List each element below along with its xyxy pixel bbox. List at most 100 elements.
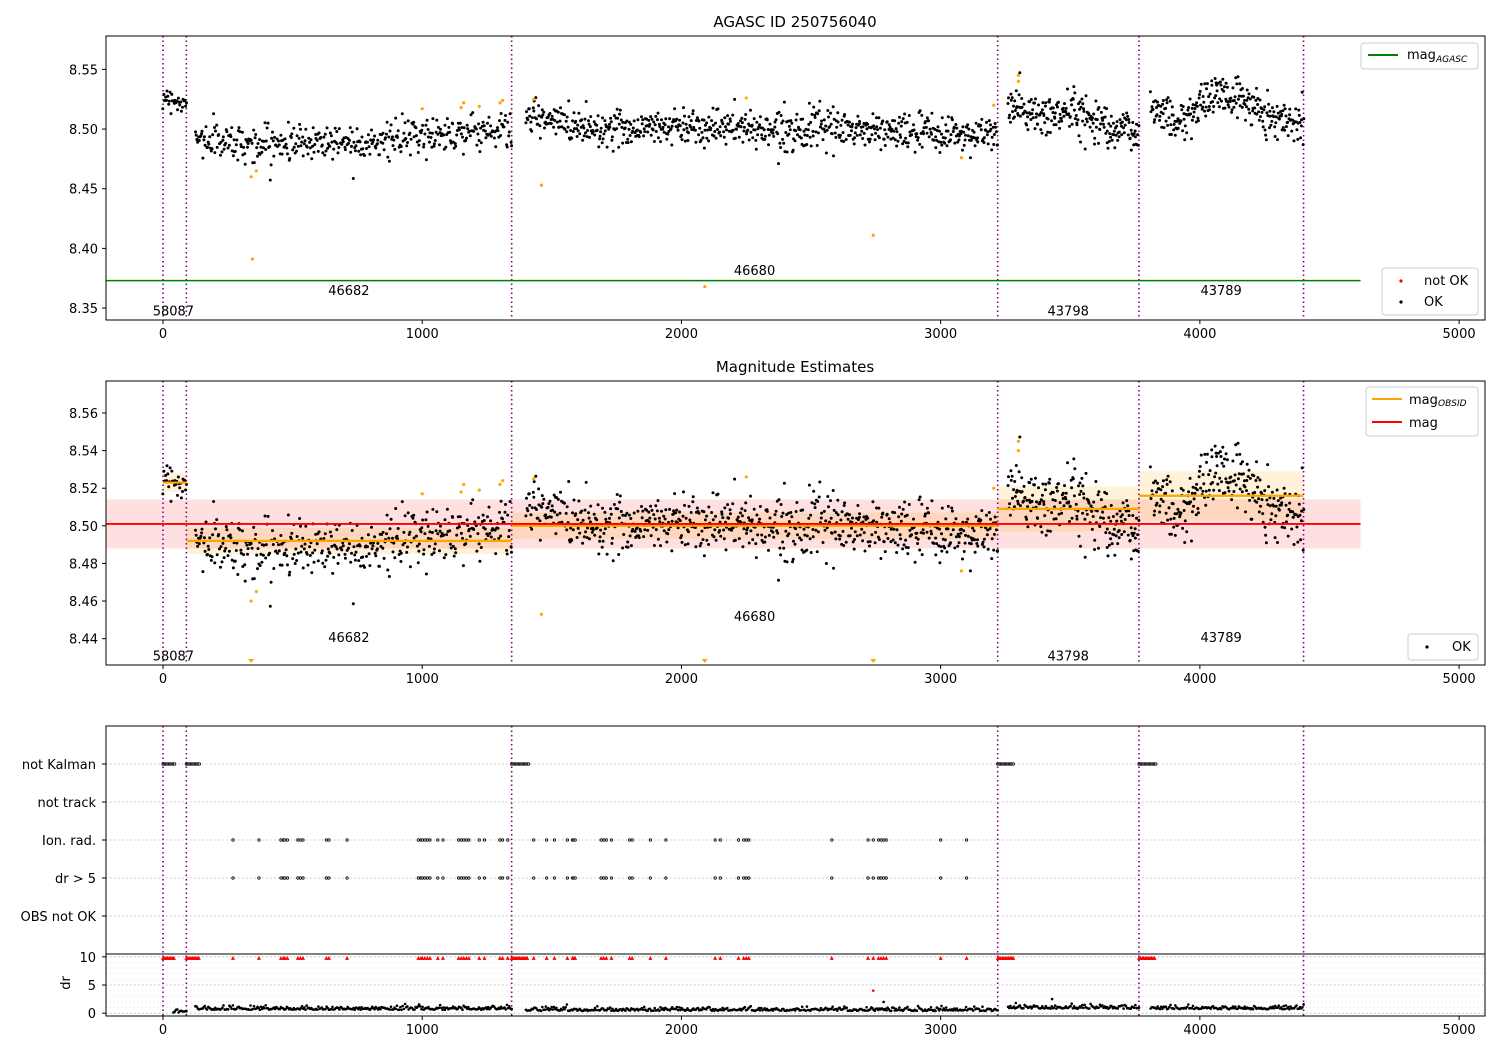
ok-point (1131, 514, 1135, 517)
x-tick-label: 4000 (1183, 1023, 1216, 1038)
ok-point (1230, 110, 1234, 114)
ok-point (262, 139, 266, 143)
ok-point (754, 138, 758, 142)
ok-point (1136, 143, 1140, 147)
ok-point (382, 556, 386, 560)
ok-point (919, 131, 923, 135)
ok-point (1166, 518, 1170, 522)
ok-point (465, 136, 468, 140)
ok-point (424, 123, 428, 127)
ok-point (1227, 489, 1231, 493)
ok-point (803, 133, 807, 137)
ok-point (1037, 103, 1040, 107)
dr-point (248, 1008, 251, 1011)
ok-point (537, 104, 541, 108)
ok-point (721, 122, 725, 126)
ok-point (934, 135, 938, 139)
ok-point (678, 510, 682, 514)
ok-point (578, 132, 582, 136)
ok-point (912, 517, 915, 521)
dr-point (1161, 1007, 1164, 1011)
ok-point (654, 130, 658, 133)
ok-point (642, 127, 646, 131)
ok-point (571, 119, 574, 123)
ok-point (925, 116, 929, 120)
ok-point (1280, 501, 1284, 505)
ok-point (735, 127, 738, 131)
ok-point (530, 506, 534, 510)
ok-point (1190, 106, 1194, 110)
ok-point (626, 540, 630, 544)
ion-rad-point (866, 838, 870, 842)
ok-point (987, 511, 991, 514)
ok-point (503, 118, 507, 122)
ok-point (752, 117, 756, 121)
ok-point (957, 134, 961, 138)
ok-point (1017, 93, 1021, 97)
ok-point (888, 125, 892, 129)
ok-point (816, 530, 820, 534)
ok-point (1028, 481, 1032, 485)
ok-point (162, 469, 166, 473)
ok-point (374, 554, 378, 558)
ok-point (617, 145, 621, 149)
ok-point (805, 548, 809, 552)
dr-point (185, 1009, 188, 1013)
ok-point (328, 131, 332, 135)
dr-clipped-marker (829, 955, 834, 960)
ok-point (1236, 97, 1240, 101)
ok-point (320, 549, 324, 553)
ok-point (980, 542, 984, 546)
dr-point (1052, 1006, 1056, 1009)
ok-point (752, 507, 756, 511)
ok-point (222, 147, 226, 151)
ok-point (200, 527, 204, 531)
ok-point (1055, 489, 1059, 493)
ok-point (176, 475, 180, 479)
ok-point (743, 509, 747, 513)
ok-point (733, 136, 737, 140)
ok-point (217, 133, 221, 137)
ok-point (1093, 136, 1097, 140)
dr-point (1007, 1006, 1011, 1010)
ok-point (714, 121, 717, 125)
ok-point (1055, 486, 1059, 489)
ok-point (1155, 106, 1158, 110)
ok-point (891, 136, 895, 140)
ok-point (1214, 451, 1218, 455)
ok-point (1073, 91, 1077, 95)
ok-point (243, 579, 247, 583)
ok-point (453, 547, 457, 551)
ok-point (1160, 125, 1164, 129)
ok-point (1114, 534, 1118, 538)
ok-point (976, 538, 979, 542)
ok-point (862, 131, 866, 135)
ok-point (416, 151, 420, 154)
dr-point (679, 1008, 682, 1012)
ok-point (231, 566, 235, 570)
dr-point (1185, 1005, 1189, 1009)
ok-point (1212, 105, 1216, 108)
ok-point (505, 143, 509, 147)
ok-point (1213, 475, 1217, 479)
ok-point (223, 549, 227, 553)
ok-point (508, 500, 512, 503)
ok-point (782, 141, 786, 145)
ok-point (279, 133, 283, 137)
ok-point (1230, 498, 1234, 502)
ok-point (525, 496, 528, 500)
ok-point (593, 133, 597, 137)
ok-point (962, 143, 966, 147)
ok-point (1196, 511, 1200, 515)
ok-point (833, 131, 837, 135)
ok-point (374, 146, 378, 150)
ok-point (474, 127, 478, 131)
ok-point (1150, 489, 1154, 493)
dr-point (231, 1004, 235, 1007)
ok-point (1274, 121, 1278, 125)
ok-point (567, 99, 571, 103)
ok-point (824, 151, 828, 155)
ok-point (636, 118, 640, 122)
ok-point (1161, 500, 1165, 503)
ok-point (576, 518, 580, 522)
